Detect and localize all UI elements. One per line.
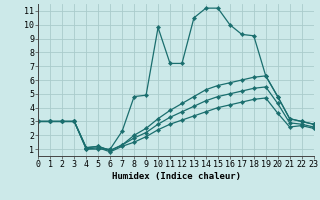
X-axis label: Humidex (Indice chaleur): Humidex (Indice chaleur) [111,172,241,181]
